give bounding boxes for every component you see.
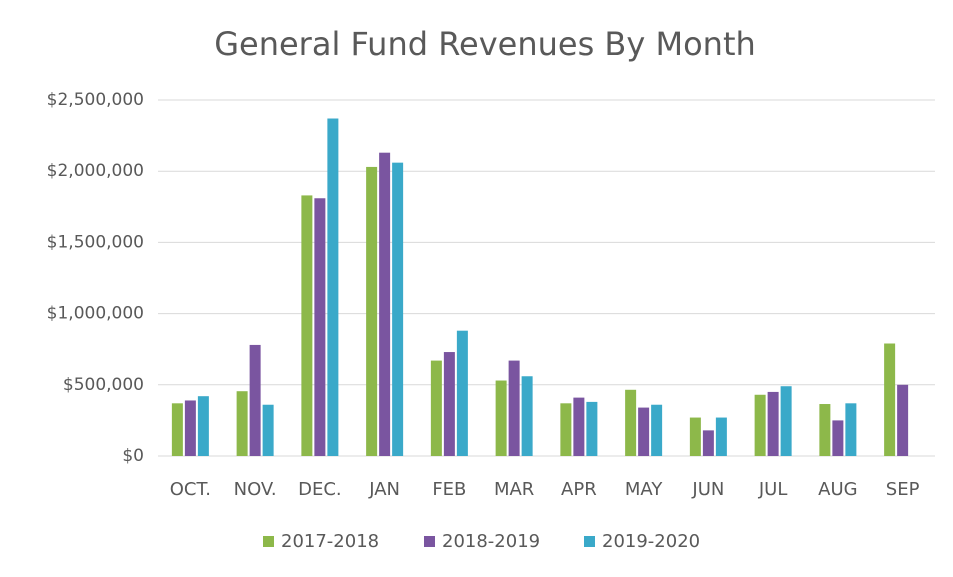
x-tick-label: NOV. (234, 479, 277, 500)
bar (638, 407, 650, 456)
y-tick-label: $500,000 (63, 375, 144, 395)
x-tick-label: JAN (368, 479, 400, 500)
bar (521, 376, 533, 456)
bar (832, 420, 844, 456)
y-tick-label: $1,500,000 (47, 232, 144, 252)
bar (586, 401, 598, 456)
bar (443, 352, 455, 456)
bar (184, 400, 196, 456)
bar (767, 391, 779, 456)
legend-label: 2019-2020 (602, 531, 700, 552)
bar (754, 394, 766, 456)
bar (366, 166, 378, 457)
bar (301, 195, 313, 456)
bar (884, 343, 896, 456)
bar (197, 396, 209, 456)
bar (845, 403, 857, 456)
bar (573, 397, 585, 456)
bar (456, 330, 468, 456)
x-tick-label: MAY (625, 479, 663, 500)
bar (249, 344, 261, 456)
bar (495, 380, 507, 456)
bar (171, 403, 183, 456)
bar (651, 404, 663, 456)
x-tick-label: JUN (691, 479, 724, 500)
bar (508, 360, 520, 456)
chart-title: General Fund Revenues By Month (214, 25, 756, 63)
bar (236, 391, 248, 456)
x-tick-label: AUG (818, 479, 857, 500)
x-tick-label: OCT. (170, 479, 211, 500)
bar (560, 403, 572, 456)
x-tick-label: MAR (494, 479, 534, 500)
bar (819, 404, 831, 456)
y-tick-label: $0 (122, 446, 144, 466)
bar (780, 386, 792, 456)
legend-label: 2018-2019 (442, 531, 540, 552)
bar (897, 384, 909, 456)
x-tick-label: APR (561, 479, 597, 500)
bar (715, 417, 727, 456)
x-tick-label: SEP (886, 479, 920, 500)
bar (327, 118, 339, 457)
legend-label: 2017-2018 (281, 531, 379, 552)
bar (702, 430, 714, 456)
bar (392, 162, 404, 456)
bar (314, 198, 326, 457)
y-tick-label: $1,000,000 (47, 304, 144, 324)
legend-swatch (424, 536, 435, 547)
bar (689, 417, 701, 456)
legend-swatch (584, 536, 595, 547)
bar (430, 360, 442, 456)
x-tick-label: DEC. (298, 479, 342, 500)
y-tick-label: $2,000,000 (47, 161, 144, 181)
bar (262, 404, 274, 456)
bar (379, 152, 391, 457)
y-tick-label: $2,500,000 (47, 90, 144, 110)
bar (625, 389, 637, 456)
x-tick-label: JUL (758, 479, 788, 500)
legend-swatch (263, 536, 274, 547)
x-tick-label: FEB (432, 479, 466, 500)
